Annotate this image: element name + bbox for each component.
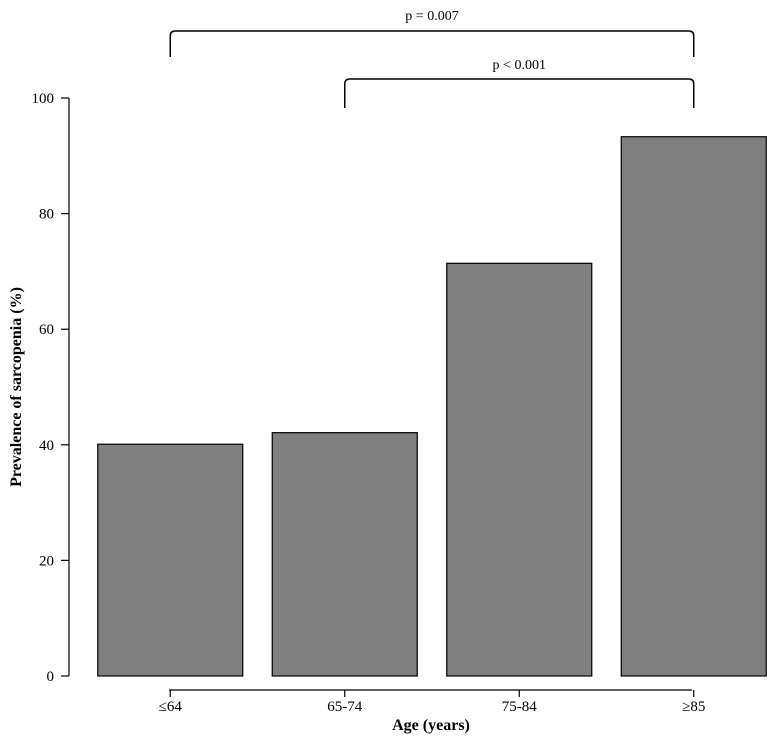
significance-bracket-1 bbox=[169, 30, 695, 57]
bars-group bbox=[97, 136, 767, 677]
bar-1 bbox=[97, 443, 244, 677]
x-tick-label: ≤64 bbox=[159, 699, 183, 715]
x-axis-title: Age (years) bbox=[392, 717, 470, 734]
bar-4 bbox=[620, 136, 767, 677]
y-axis-title: Prevalence of sarcopenia (%) bbox=[8, 287, 25, 487]
bar-2 bbox=[271, 432, 418, 677]
x-tick-label: 75-84 bbox=[502, 699, 537, 715]
x-tick-label: ≥85 bbox=[682, 699, 705, 715]
y-tick-label: 0 bbox=[47, 669, 55, 685]
y-tick-label: 80 bbox=[39, 207, 54, 223]
bar-3 bbox=[446, 262, 593, 677]
significance-bracket-2 bbox=[344, 78, 695, 108]
x-tick-label: 65-74 bbox=[327, 699, 362, 715]
significance-label-1: p = 0.007 bbox=[405, 9, 458, 24]
y-ticks-group: 0 20 40 60 80 100 bbox=[32, 91, 69, 685]
y-tick-label: 100 bbox=[32, 91, 55, 107]
x-ticks-group: ≤64 65-74 75-84 ≥85 bbox=[159, 690, 705, 715]
axes-group bbox=[68, 98, 692, 691]
y-tick-label: 40 bbox=[39, 438, 54, 454]
significance-label-2: p < 0.001 bbox=[493, 58, 546, 73]
y-tick-label: 60 bbox=[39, 322, 54, 338]
y-tick-label: 20 bbox=[39, 553, 54, 569]
significance-brackets: p = 0.007 p < 0.001 bbox=[169, 9, 695, 108]
